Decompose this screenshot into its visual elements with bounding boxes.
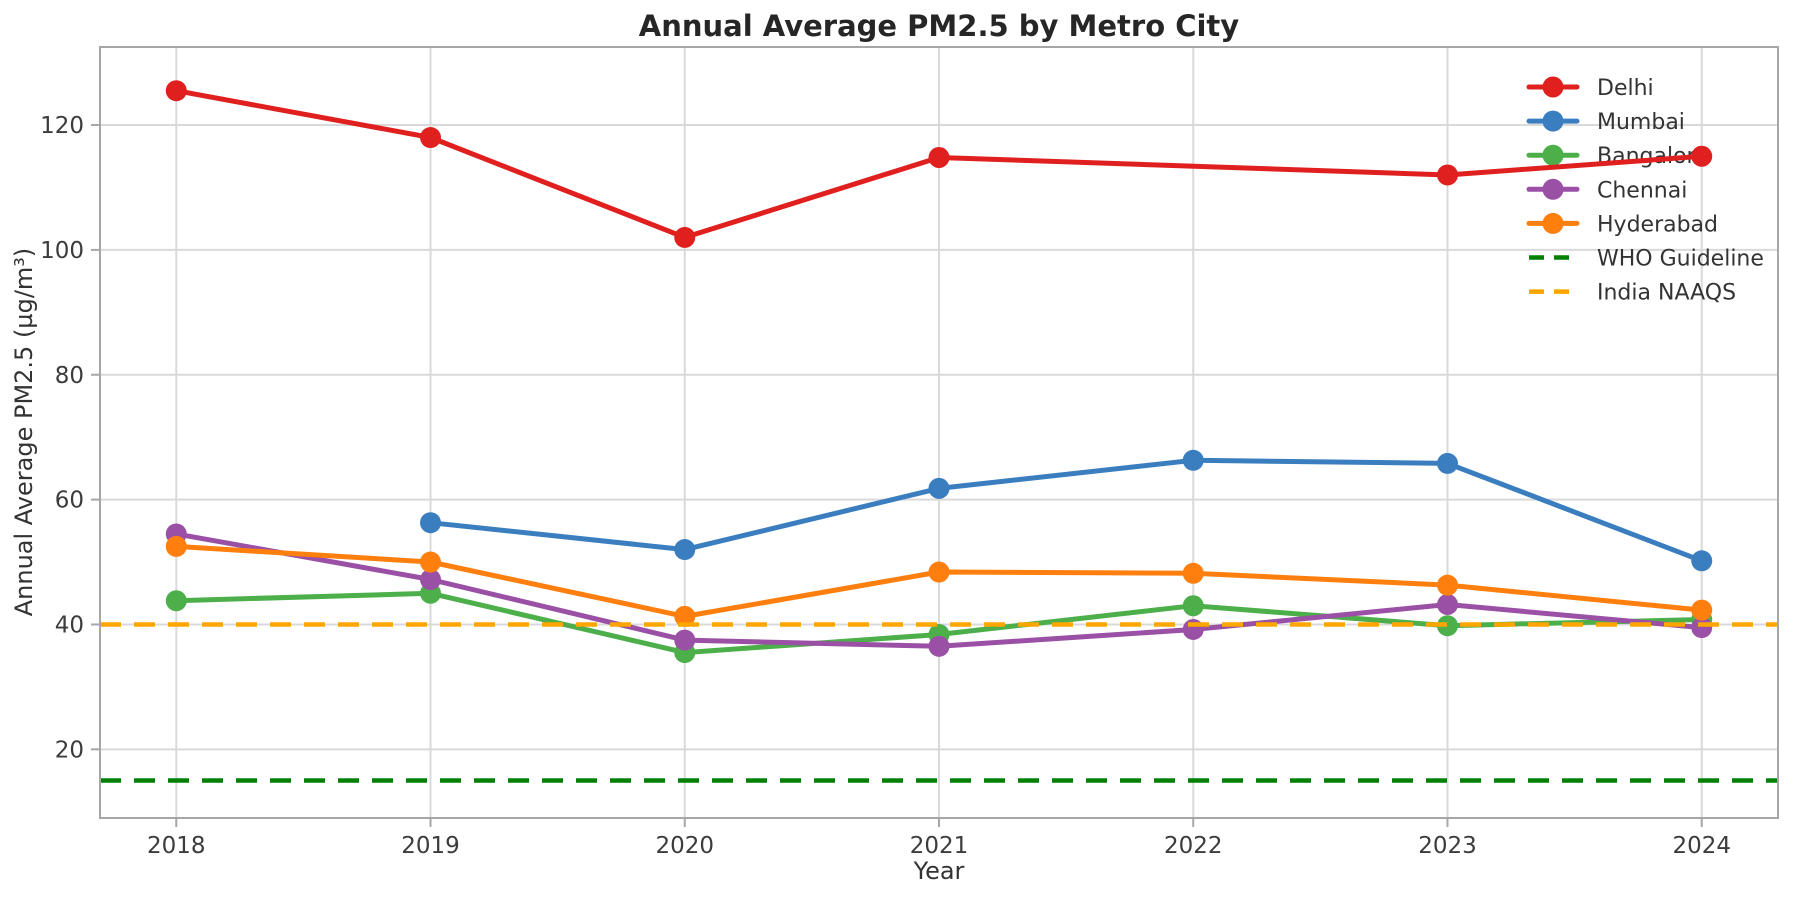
series-delhi [165, 80, 1713, 248]
series-marker-mumbai-2022 [1182, 449, 1204, 471]
series-marker-chennai-2022 [1182, 618, 1204, 640]
legend-label-who-guideline: WHO Guideline [1597, 247, 1764, 272]
series-marker-chennai-2020 [674, 629, 696, 651]
series-marker-hyderabad-2018 [165, 535, 187, 557]
series-marker-delhi-2023 [1436, 164, 1458, 186]
series-line-delhi [173, 88, 1705, 240]
series-marker-bangalore-2018 [165, 590, 187, 612]
series-marker-hyderabad-2021 [928, 561, 950, 583]
series-marker-hyderabad-2023 [1436, 574, 1458, 596]
x-tick-label-2023: 2023 [1418, 833, 1477, 859]
legend-label-hyderabad: Hyderabad [1597, 212, 1718, 237]
legend-label-india-naaqs: India NAAQS [1597, 281, 1736, 306]
legend-marker-mumbai [1542, 110, 1564, 132]
legend-item-india-naaqs: India NAAQS [1529, 281, 1736, 306]
series-hyderabad [165, 535, 1713, 627]
series-marker-mumbai-2021 [928, 477, 950, 499]
chart-title: Annual Average PM2.5 by Metro City [639, 9, 1240, 43]
series-marker-hyderabad-2020 [674, 605, 696, 627]
legend-label-delhi: Delhi [1597, 76, 1654, 101]
legend-marker-delhi [1542, 76, 1564, 98]
reference-lines-layer [100, 622, 1778, 783]
series-marker-delhi-2021 [928, 146, 950, 168]
y-tick-label-120: 120 [40, 113, 84, 139]
legend-label-mumbai: Mumbai [1597, 110, 1685, 135]
y-tick-label-80: 80 [55, 363, 84, 389]
series-marker-mumbai-2020 [674, 539, 696, 561]
x-tick-label-2019: 2019 [401, 833, 460, 859]
legend-item-hyderabad: Hyderabad [1526, 212, 1718, 237]
axes-layer: 20 40 60 80 100 120 2018 2019 2020 2021 2022 2023 20… [40, 46, 1779, 859]
series-marker-mumbai-2023 [1436, 452, 1458, 474]
x-tick-label-2024: 2024 [1672, 833, 1731, 859]
legend-marker-chennai [1542, 178, 1564, 200]
series-line-mumbai [428, 457, 1705, 564]
y-tick-label-20: 20 [55, 737, 84, 763]
legend-label-chennai: Chennai [1597, 178, 1687, 203]
legend-marker-hyderabad [1542, 212, 1564, 234]
series-marker-hyderabad-2022 [1182, 562, 1204, 584]
x-tick-label-2018: 2018 [147, 833, 206, 859]
legend: DelhiMumbaiBangaloreChennaiHyderabadWHO … [1526, 76, 1764, 306]
series-marker-delhi-2024 [1691, 145, 1713, 167]
x-axis-label: Year [913, 857, 965, 885]
legend-marker-bangalore [1542, 144, 1564, 166]
legend-item-mumbai: Mumbai [1526, 110, 1685, 135]
series-layer [165, 80, 1713, 664]
series-marker-bangalore-2023 [1436, 615, 1458, 637]
legend-item-who-guideline: WHO Guideline [1529, 247, 1764, 272]
x-tick-label-2021: 2021 [910, 833, 969, 859]
series-marker-mumbai-2024 [1691, 550, 1713, 572]
y-tick-label-100: 100 [40, 238, 84, 264]
series-marker-bangalore-2022 [1182, 595, 1204, 617]
series-marker-hyderabad-2024 [1691, 599, 1713, 621]
series-marker-delhi-2020 [674, 226, 696, 248]
legend-item-chennai: Chennai [1526, 178, 1687, 203]
series-marker-chennai-2019 [420, 569, 442, 591]
x-tick-label-2022: 2022 [1164, 833, 1223, 859]
y-tick-label-40: 40 [55, 612, 84, 638]
series-marker-delhi-2018 [165, 80, 187, 102]
series-marker-chennai-2021 [928, 635, 950, 657]
series-marker-chennai-2023 [1436, 593, 1458, 615]
x-tick-label-2020: 2020 [655, 833, 714, 859]
legend-item-delhi: Delhi [1526, 76, 1654, 101]
series-marker-mumbai-2019 [420, 512, 442, 534]
series-marker-hyderabad-2019 [420, 551, 442, 573]
y-tick-label-60: 60 [55, 488, 84, 514]
plot-border [99, 46, 1779, 819]
series-mumbai [420, 449, 1713, 572]
series-marker-delhi-2019 [420, 127, 442, 149]
y-axis-label: Annual Average PM2.5 (µg/m³) [10, 248, 38, 617]
